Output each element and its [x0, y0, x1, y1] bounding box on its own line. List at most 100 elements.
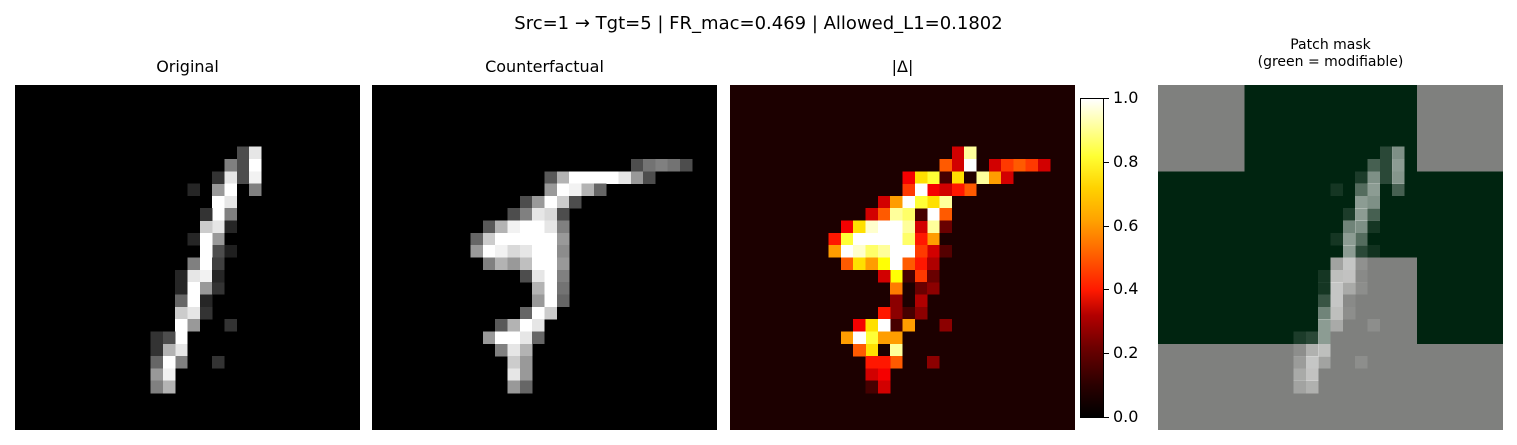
- mask-digit-overlay-pixel: [1342, 282, 1356, 295]
- counterfactual-pixel: [519, 195, 533, 209]
- delta-pixel: [951, 183, 965, 197]
- original-pixel: [199, 220, 213, 234]
- delta-pixel: [939, 208, 953, 221]
- mask-digit-overlay-pixel: [1318, 319, 1331, 332]
- delta-pixel: [902, 208, 916, 221]
- mask-digit-overlay-pixel: [1367, 183, 1381, 197]
- delta-pixel: [853, 220, 866, 234]
- delta-pixel: [902, 171, 916, 184]
- delta-pixel: [865, 257, 879, 271]
- delta-pixel: [890, 257, 903, 271]
- counterfactual-pixel: [519, 356, 533, 369]
- counterfactual-pixel: [482, 220, 496, 234]
- delta-pixel: [828, 232, 842, 246]
- mask-digit-overlay-pixel: [1342, 245, 1356, 258]
- counterfactual-pixel: [519, 245, 533, 258]
- counterfactual-pixel: [556, 220, 570, 234]
- original-pixel: [162, 356, 176, 369]
- mask-patch-modifiable: [1158, 171, 1245, 258]
- original-pixel: [224, 195, 238, 209]
- delta-pixel: [988, 158, 1002, 172]
- delta-pixel: [914, 220, 928, 234]
- delta-pixel: [939, 319, 953, 332]
- delta-pixel: [877, 380, 891, 394]
- counterfactual-pixel: [544, 183, 558, 197]
- mask-digit-overlay-pixel: [1367, 171, 1381, 184]
- delta-pixel: [865, 208, 879, 221]
- original-pixel: [175, 306, 188, 320]
- delta-pixel: [927, 171, 940, 184]
- counterfactual-pixel: [519, 331, 533, 344]
- original-pixel: [199, 282, 213, 295]
- original-pixel: [212, 171, 225, 184]
- delta-pixel: [877, 257, 891, 271]
- panel-title-mask: Patch mask (green = modifiable): [1158, 37, 1503, 71]
- counterfactual-pixel: [556, 282, 570, 295]
- counterfactual-pixel: [569, 171, 582, 184]
- delta-pixel: [902, 183, 916, 197]
- counterfactual-pixel: [532, 269, 545, 283]
- delta-pixel: [840, 220, 854, 234]
- counterfactual-pixel: [544, 245, 558, 258]
- original-pixel: [199, 232, 213, 246]
- delta-pixel: [914, 306, 928, 320]
- original-pixel: [224, 208, 238, 221]
- counterfactual-pixel: [544, 208, 558, 221]
- counterfactual-pixel: [519, 208, 533, 221]
- counterfactual-pixel: [532, 195, 545, 209]
- mask-digit-overlay-pixel: [1330, 269, 1344, 283]
- delta-pixel: [902, 232, 916, 246]
- counterfactual-pixel: [519, 220, 533, 234]
- delta-pixel: [853, 331, 866, 344]
- delta-pixel: [1025, 158, 1039, 172]
- delta-pixel: [853, 343, 866, 357]
- delta-pixel: [890, 331, 903, 344]
- mask-digit-overlay-pixel: [1305, 368, 1319, 381]
- counterfactual-pixel: [495, 232, 508, 246]
- colorbar: 0.0 0.2 0.4 0.6 0.8 1.0: [1080, 89, 1160, 426]
- delta-pixel: [865, 319, 879, 332]
- original-pixel: [212, 183, 225, 197]
- colorbar-tick-label: 0.8: [1113, 151, 1139, 171]
- mask-digit-overlay-pixel: [1392, 183, 1405, 197]
- mask-digit-overlay-pixel: [1305, 331, 1319, 344]
- original-pixel: [187, 306, 201, 320]
- original-pixel: [212, 282, 225, 295]
- panel-title-counterfactual: Counterfactual: [485, 57, 604, 76]
- original-pixel: [150, 343, 164, 357]
- original-pixel: [175, 269, 188, 283]
- counterfactual-pixel: [532, 232, 545, 246]
- mask-digit-overlay-pixel: [1342, 269, 1356, 283]
- mask-digit-overlay-pixel: [1355, 208, 1368, 221]
- delta-pixel: [951, 146, 965, 160]
- delta-pixel: [964, 171, 977, 184]
- mask-digit-overlay-pixel: [1293, 343, 1307, 357]
- mask-digit-overlay-pixel: [1305, 343, 1319, 357]
- delta-pixel: [927, 220, 940, 234]
- delta-pixel: [890, 208, 903, 221]
- counterfactual-pixel: [519, 306, 533, 320]
- delta-pixel: [951, 158, 965, 172]
- mask-digit-overlay-pixel: [1318, 306, 1331, 320]
- original-pixel: [150, 380, 164, 394]
- mask-patch-modifiable: [1244, 171, 1331, 258]
- counterfactual-pixel: [544, 294, 558, 308]
- delta-pixel: [939, 171, 953, 184]
- delta-pixel: [840, 331, 854, 344]
- delta-pixel: [927, 282, 940, 295]
- delta-pixel: [865, 380, 879, 394]
- mask-digit-overlay-pixel: [1355, 257, 1368, 271]
- mask-digit-overlay-pixel: [1330, 183, 1344, 197]
- delta-pixel: [902, 257, 916, 271]
- original-pixel: [199, 245, 213, 258]
- delta-pixel: [951, 171, 965, 184]
- counterfactual-pixel: [544, 232, 558, 246]
- delta-pixel: [1013, 158, 1026, 172]
- delta-pixel: [914, 183, 928, 197]
- colorbar-tick: [1103, 98, 1109, 99]
- original-pixel: [236, 146, 250, 160]
- original-pixel: [199, 257, 213, 271]
- delta-pixel: [914, 269, 928, 283]
- delta-pixel: [914, 282, 928, 295]
- original-pixel: [224, 245, 238, 258]
